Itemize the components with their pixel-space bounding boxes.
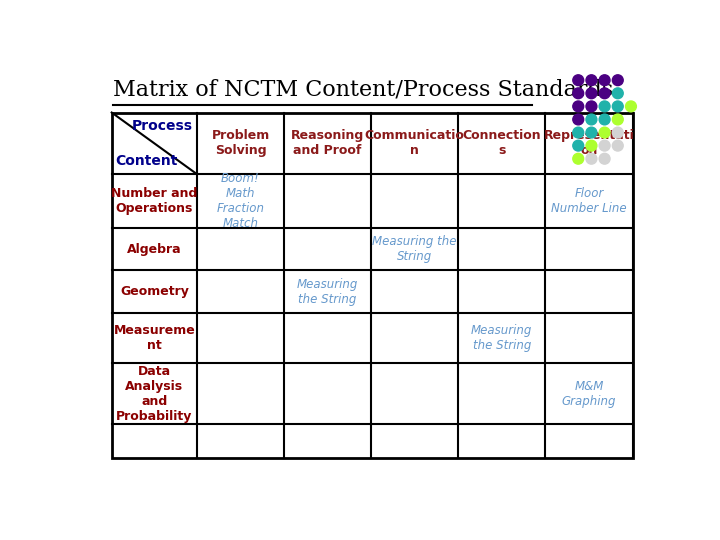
Circle shape [586,153,597,164]
Text: Data
Analysis
and
Probability: Data Analysis and Probability [116,364,192,423]
Text: Representati
on: Representati on [544,130,634,157]
Circle shape [599,140,610,151]
Circle shape [599,153,610,164]
Text: Measuring
the String: Measuring the String [471,324,533,352]
Circle shape [626,101,636,112]
Text: Floor
Number Line: Floor Number Line [551,187,626,215]
Circle shape [599,75,610,85]
Text: Process: Process [132,119,193,133]
Text: Connection
s: Connection s [462,130,541,157]
Text: Number and
Operations: Number and Operations [111,187,197,215]
Circle shape [586,140,597,151]
Circle shape [599,88,610,99]
Circle shape [612,114,624,125]
Circle shape [573,114,584,125]
Circle shape [573,101,584,112]
Circle shape [612,140,624,151]
Text: Reasoning
and Proof: Reasoning and Proof [291,130,364,157]
Circle shape [612,101,624,112]
Circle shape [586,75,597,85]
Text: Boom!
Math
Fraction
Match: Boom! Math Fraction Match [217,172,264,230]
Text: Content: Content [116,154,178,168]
Circle shape [612,75,624,85]
Circle shape [573,140,584,151]
Text: Matrix of NCTM Content/Process Standards: Matrix of NCTM Content/Process Standards [113,79,613,100]
Circle shape [599,101,610,112]
Text: Communicatio
n: Communicatio n [365,130,464,157]
Bar [112,112,632,457]
Circle shape [573,88,584,99]
Text: Measuring the
String: Measuring the String [372,235,457,263]
Circle shape [586,114,597,125]
Text: M&M
Graphing: M&M Graphing [562,380,616,408]
Text: Geometry: Geometry [120,285,189,298]
Circle shape [612,88,624,99]
Circle shape [599,114,610,125]
Circle shape [612,127,624,138]
Circle shape [573,153,584,164]
Circle shape [573,75,584,85]
Circle shape [599,127,610,138]
Text: Measuring
the String: Measuring the String [297,278,359,306]
Circle shape [586,88,597,99]
Text: Measureme
nt: Measureme nt [114,324,195,352]
Circle shape [586,127,597,138]
Circle shape [586,101,597,112]
Text: Algebra: Algebra [127,242,181,256]
Circle shape [573,127,584,138]
Text: Problem
Solving: Problem Solving [212,130,269,157]
